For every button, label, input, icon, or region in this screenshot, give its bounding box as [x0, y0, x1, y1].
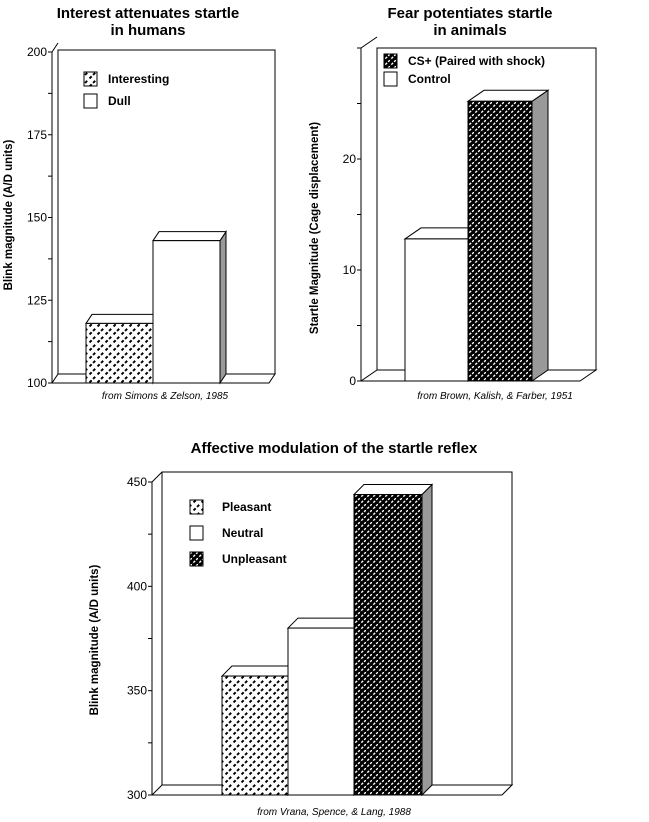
bar-top: [286, 617, 366, 629]
y-tick-label: 350: [127, 684, 147, 698]
y-tick-label: 200: [27, 45, 47, 59]
source-citation: from Simons & Zelson, 1985: [102, 391, 229, 402]
bar-top: [85, 313, 160, 324]
legend-swatch: [83, 93, 98, 109]
legend-label: Unpleasant: [222, 552, 287, 566]
bar-side: [421, 483, 433, 797]
bar-cs-paired-with-shock-: [466, 89, 550, 382]
bar-pleasant: [220, 664, 300, 797]
y-tick-label: 10: [343, 263, 357, 277]
legend-label: Neutral: [222, 526, 263, 540]
legend-swatch: [383, 53, 398, 69]
source-citation: from Vrana, Spence, & Lang, 1988: [257, 807, 411, 818]
chart-title: Affective modulation of the startle refl…: [191, 440, 478, 457]
bar-dull: [152, 230, 227, 385]
source-citation: from Brown, Kalish, & Farber, 1951: [417, 391, 573, 402]
chart-title: in animals: [433, 22, 506, 39]
legend-label: Control: [408, 72, 451, 86]
bar-top: [152, 231, 227, 242]
bar-neutral: [286, 616, 366, 797]
bar-top: [352, 484, 434, 496]
bar-front: [152, 240, 221, 384]
y-tick-label: 100: [27, 376, 47, 390]
y-axis-top: [360, 36, 378, 49]
chart-title: Interest attenuates startle: [57, 5, 240, 22]
y-tick-label: 125: [27, 293, 47, 307]
legend-label: Pleasant: [222, 500, 271, 514]
bar-interesting: [85, 312, 160, 385]
legend-label: Dull: [108, 94, 131, 108]
chart-3: Affective modulation of the startle refl…: [89, 440, 514, 818]
y-tick-label: 150: [27, 211, 47, 225]
bar-front: [85, 322, 154, 384]
y-axis-label: Blink magnitude (A/D units): [89, 564, 101, 715]
y-tick-label: 300: [127, 788, 147, 802]
y-tick-label: 400: [127, 579, 147, 593]
y-tick-label: 175: [27, 128, 47, 142]
y-axis-label: Blink magnitude (A/D units): [3, 139, 15, 290]
bar-side: [219, 230, 227, 385]
chart-title: in humans: [110, 22, 185, 39]
y-axis-top: [151, 471, 163, 483]
bar-front: [353, 494, 423, 796]
bar-side: [531, 89, 549, 382]
y-axis-top: [51, 42, 59, 53]
legend-label: Interesting: [108, 72, 169, 86]
legend-swatch: [189, 551, 204, 567]
y-tick-label: 450: [127, 475, 147, 489]
bar-front: [467, 100, 533, 382]
bar-unpleasant: [352, 483, 434, 797]
bar-top: [220, 665, 300, 677]
bar-front: [221, 675, 289, 796]
y-tick-label: 0: [349, 374, 356, 388]
bar-front: [287, 627, 355, 796]
y-tick-label: 20: [343, 152, 357, 166]
legend-swatch: [189, 499, 204, 515]
y-axis-label: Startle Magnitude (Cage displacement): [309, 122, 321, 334]
bar-front: [404, 238, 469, 382]
legend-swatch: [189, 525, 204, 541]
legend-swatch: [383, 71, 398, 87]
chart-title: Fear potentiates startle: [387, 5, 552, 22]
legend-label: CS+ (Paired with shock): [408, 54, 545, 68]
legend-swatch: [83, 71, 98, 87]
